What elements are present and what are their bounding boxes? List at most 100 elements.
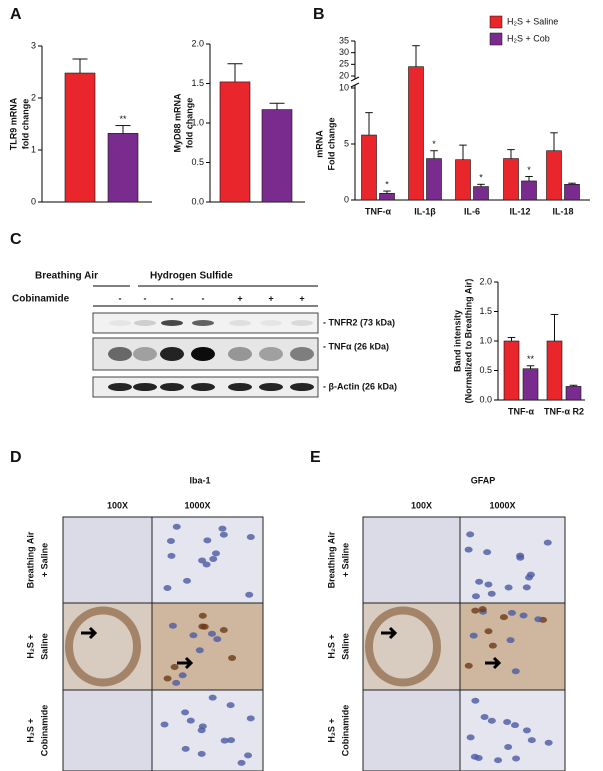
- panel-letter: B: [313, 6, 325, 23]
- band: [228, 347, 252, 361]
- x-tick-label: TNF-α: [365, 206, 391, 216]
- magnification: 1000X: [184, 500, 210, 510]
- panel-letter: E: [310, 449, 321, 466]
- axis-break: [350, 82, 360, 88]
- nucleus: [522, 727, 531, 734]
- significance: **: [527, 354, 535, 364]
- nucleus: [166, 538, 175, 545]
- nucleus: [181, 745, 190, 752]
- nucleus: [163, 585, 172, 592]
- nucleus: [219, 531, 228, 538]
- legend-label: H₂S + Cob: [507, 33, 550, 43]
- y-axis-sublabel: Fold change: [326, 117, 336, 170]
- y-axis-sublabel: fold change: [184, 98, 194, 149]
- micrograph: [62, 516, 153, 604]
- y-axis-label: MyD88 mRNA: [172, 93, 182, 153]
- bar: [455, 159, 471, 201]
- nucleus: [246, 533, 255, 540]
- significance: *: [479, 173, 483, 183]
- row-label: H₂S +: [326, 718, 336, 742]
- lane-sign: +: [268, 293, 273, 303]
- nucleus: [198, 557, 207, 564]
- blot-bands: [108, 320, 314, 391]
- bar: [522, 368, 539, 401]
- row-label: H₂S +: [25, 634, 35, 658]
- nucleus: [511, 722, 520, 729]
- nucleus: [237, 759, 246, 766]
- y-axis-label: mRNA: [314, 130, 324, 158]
- bar: [64, 72, 96, 203]
- band-label: - TNFR2 (73 kDa): [323, 317, 395, 327]
- y-axis-sublabel: fold change: [20, 99, 30, 150]
- nucleus: [170, 663, 179, 670]
- panel-letter: D: [10, 449, 22, 466]
- lane-sign: -: [171, 293, 174, 303]
- nucleus: [220, 737, 229, 744]
- micrograph: [362, 602, 461, 691]
- bar: [379, 192, 395, 201]
- nucleus: [469, 632, 478, 639]
- arrow: [177, 656, 194, 670]
- nucleus: [198, 723, 207, 730]
- bar: [426, 158, 442, 201]
- legend-swatch: [489, 32, 503, 46]
- band: [160, 347, 184, 361]
- magnification: 1000X: [489, 500, 515, 510]
- y-tick-label: 2.0: [191, 38, 204, 48]
- row-label: Cobinamide: [39, 705, 49, 757]
- y-tick-label: 1.0: [191, 117, 204, 127]
- y-tick-label: 0: [344, 194, 349, 204]
- band: [108, 347, 132, 361]
- row-label: Breathing Air: [25, 531, 35, 588]
- y-tick-label: 0: [31, 196, 36, 206]
- nucleus: [475, 578, 484, 585]
- nucleus: [181, 709, 190, 716]
- row-label: H₂S +: [326, 634, 336, 658]
- y-axis-label: TLR9 mRNA: [8, 97, 18, 150]
- nucleus: [544, 739, 553, 746]
- band: [109, 320, 131, 326]
- bar: [408, 66, 424, 201]
- nucleus: [527, 737, 536, 744]
- nucleus: [534, 616, 543, 623]
- band: [290, 383, 314, 391]
- nucleus: [519, 612, 528, 619]
- nucleus: [245, 591, 254, 598]
- lane-sign: -: [202, 293, 205, 303]
- nucleus: [484, 628, 493, 635]
- nucleus: [466, 734, 475, 741]
- x-tick-label: IL-6: [464, 206, 480, 216]
- nucleus: [172, 523, 181, 530]
- y-tick-label: 2.0: [479, 276, 492, 286]
- nucleus: [168, 622, 177, 629]
- row-label: Saline: [340, 633, 350, 660]
- nucleus: [526, 571, 535, 578]
- magnification: 100X: [411, 500, 432, 510]
- nucleus: [487, 590, 496, 597]
- arrow: [485, 656, 502, 670]
- nucleus: [186, 717, 195, 724]
- nucleus: [183, 577, 192, 584]
- y-tick-label: 1.0: [479, 335, 492, 345]
- stained-region: [65, 606, 141, 687]
- bar: [565, 386, 582, 401]
- micrograph: [62, 689, 153, 771]
- nucleus: [198, 612, 207, 619]
- panel-letter: A: [10, 6, 22, 23]
- band: [160, 383, 184, 391]
- legend-swatch: [489, 15, 503, 29]
- nucleus: [218, 525, 227, 532]
- row-label: Breathing Air: [326, 531, 336, 588]
- row-label: H₂S +: [25, 718, 35, 742]
- band: [133, 383, 157, 391]
- nucleus: [195, 647, 204, 654]
- y-tick-label: 0.5: [479, 365, 492, 375]
- nucleus: [172, 679, 181, 686]
- micrograph: [151, 689, 264, 771]
- blot-treatment: Cobinamide: [12, 294, 70, 305]
- band: [228, 383, 252, 391]
- nucleus: [466, 531, 475, 538]
- nucleus: [228, 654, 237, 661]
- band: [133, 347, 157, 361]
